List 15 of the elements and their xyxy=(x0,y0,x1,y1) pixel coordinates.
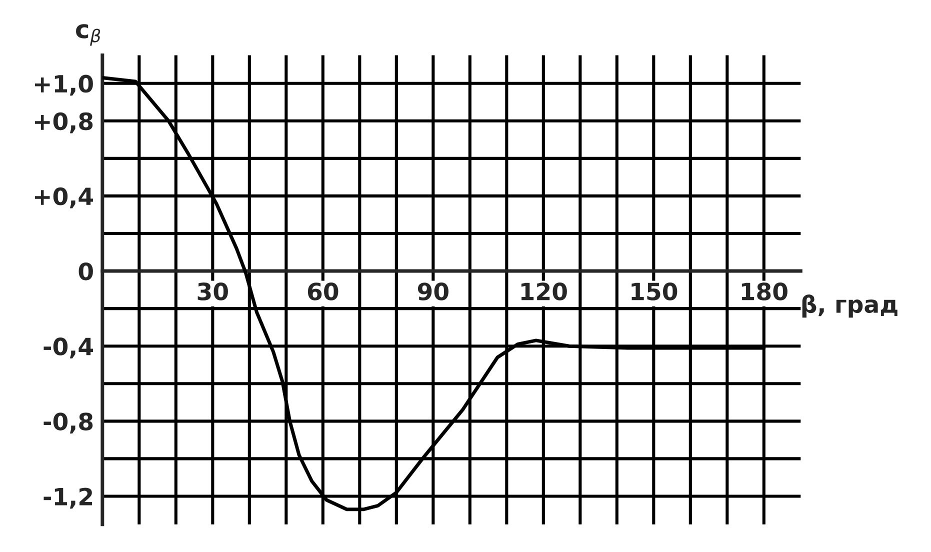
y-tick-label: -1,2 xyxy=(44,488,92,509)
x-tick-label: 90 xyxy=(418,282,448,300)
y-tick-label: +0,4 xyxy=(34,187,93,208)
y-tick-label: +0,8 xyxy=(34,112,93,134)
x-tick-label: 180 xyxy=(742,282,788,300)
x-tick-label: 60 xyxy=(308,282,338,300)
x-tick-label: 120 xyxy=(521,282,567,300)
x-tick-label: 150 xyxy=(632,282,678,300)
y-tick-label: 0 xyxy=(78,262,93,280)
y-tick-label: -0,4 xyxy=(44,338,93,358)
x-axis-title: β, град xyxy=(802,294,898,318)
y-axis-title: c$_{β}$ xyxy=(76,24,100,46)
x-tick-label: 30 xyxy=(198,282,228,300)
y-tick-label: +1,0 xyxy=(34,74,93,96)
y-tick-label: -0,8 xyxy=(44,412,93,434)
